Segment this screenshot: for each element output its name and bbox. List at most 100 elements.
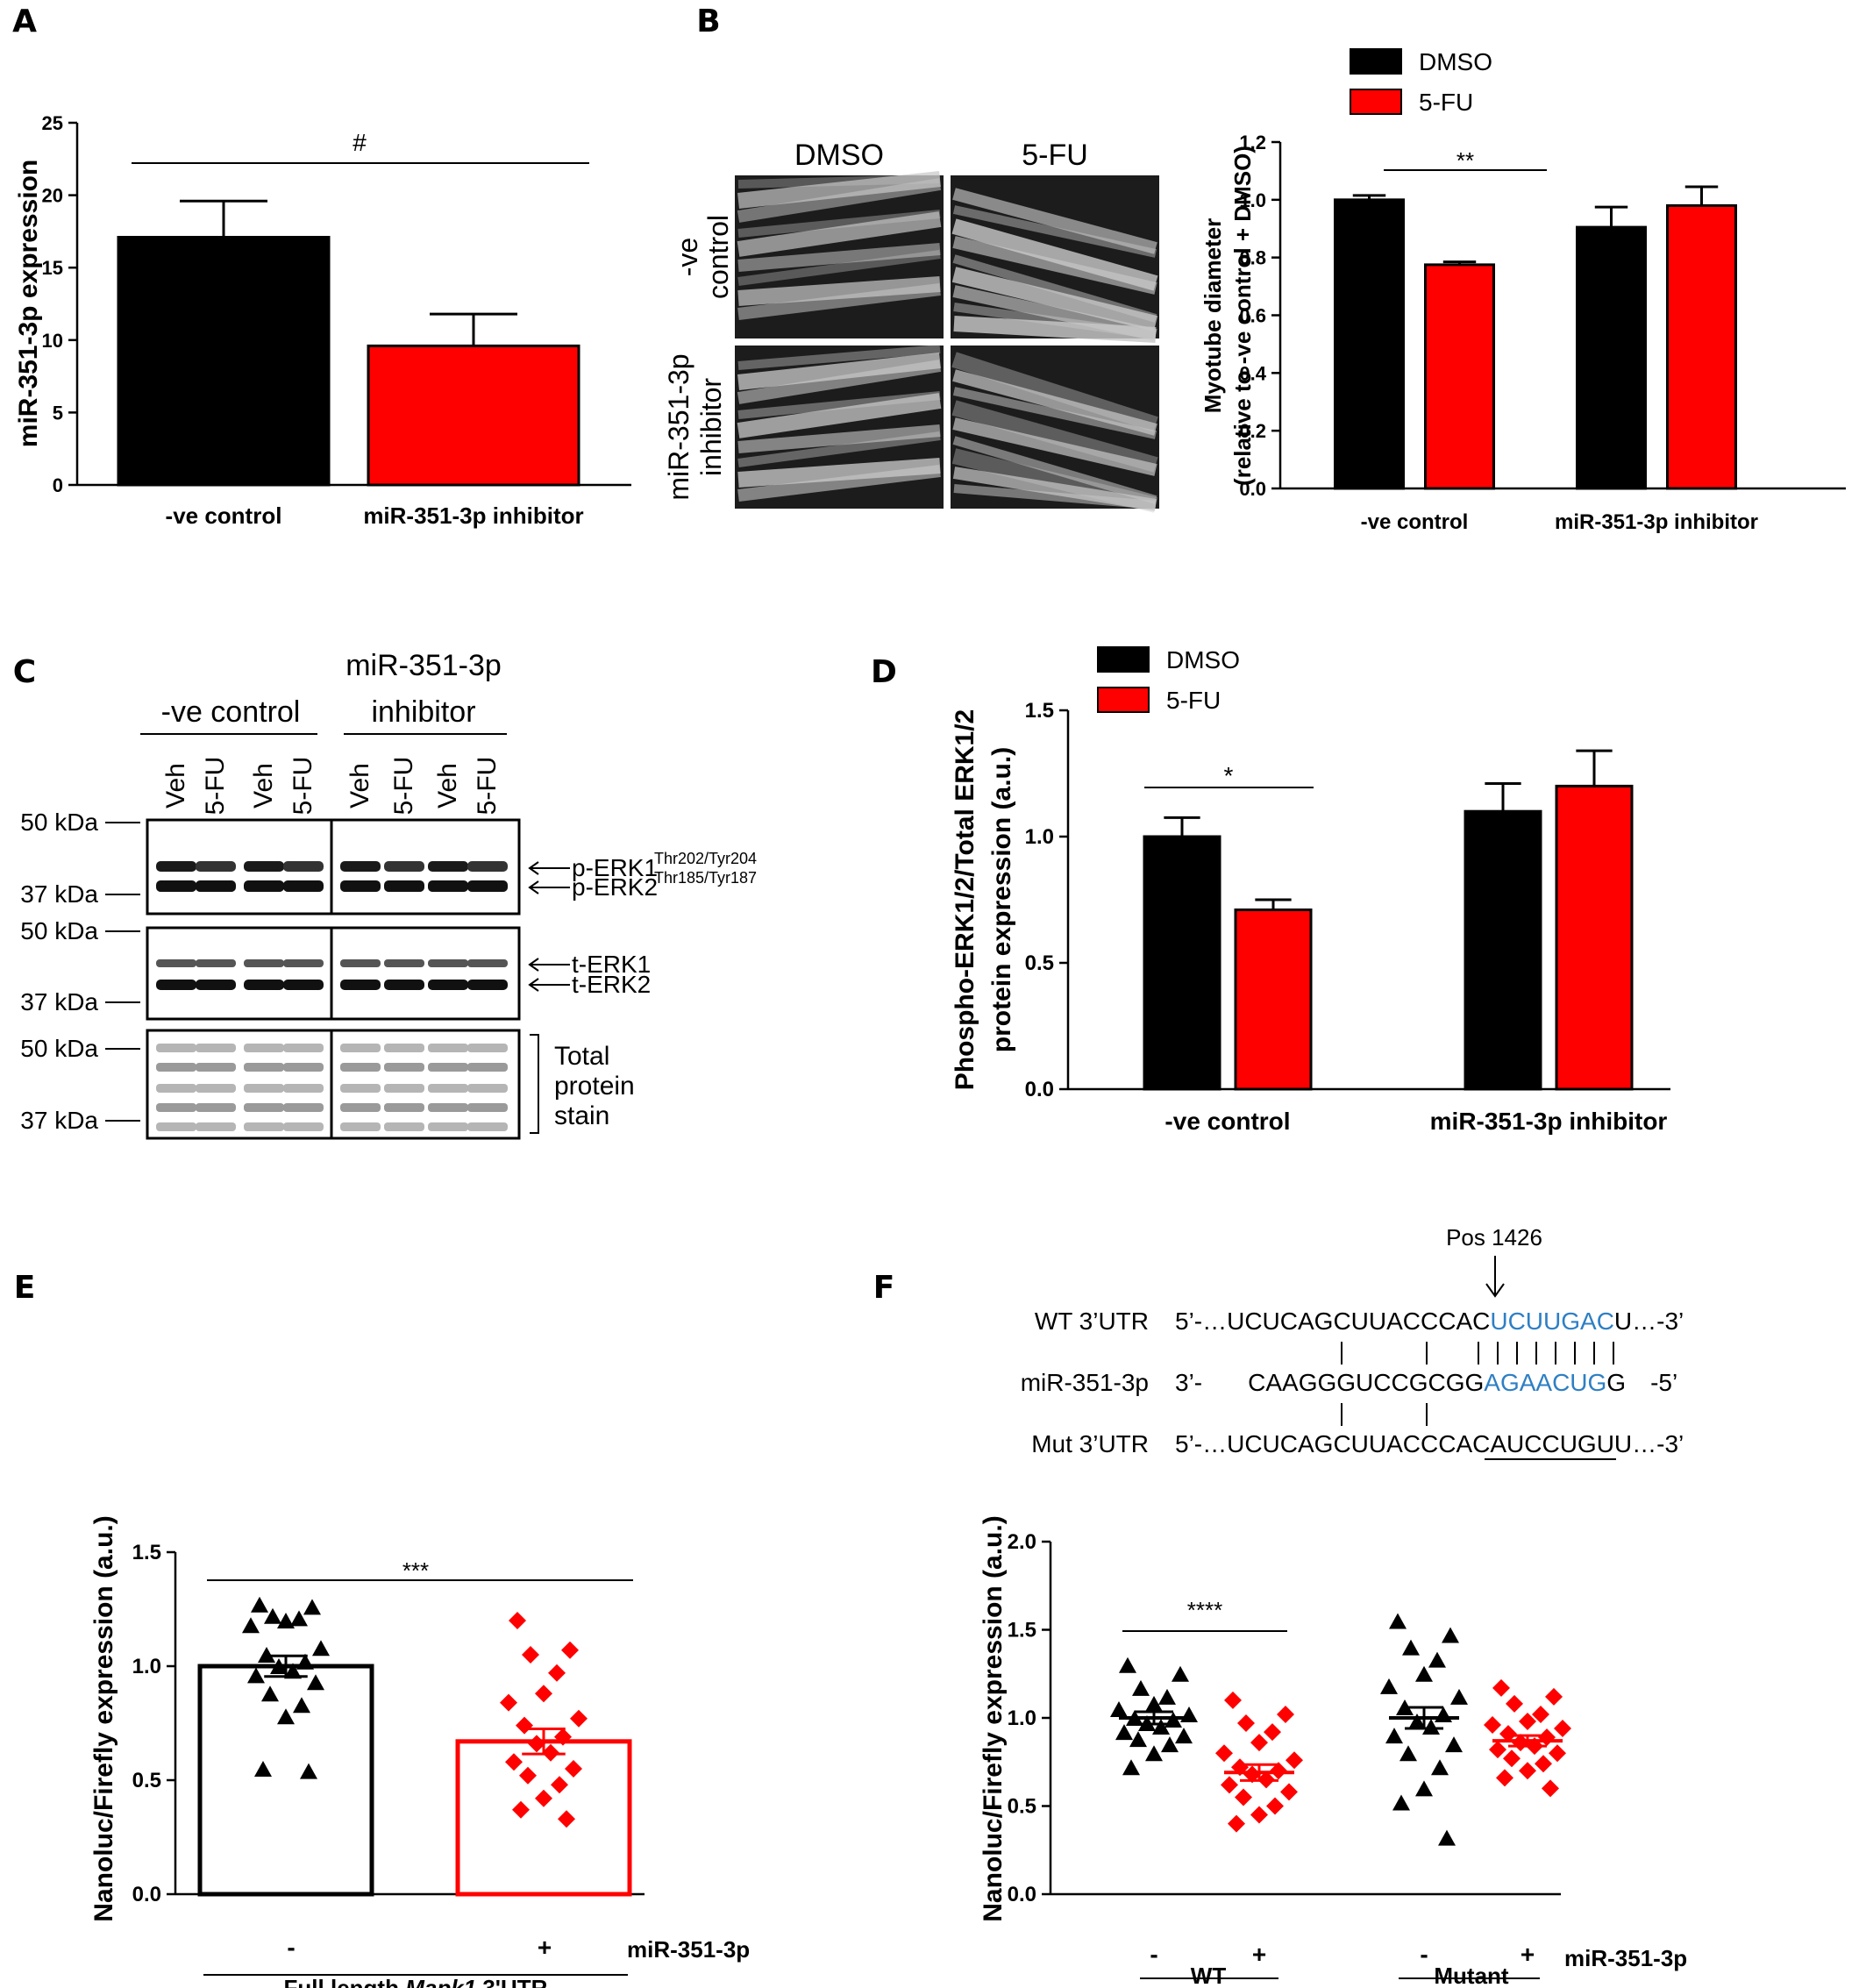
myotube-streak: [952, 387, 1157, 439]
panelF-y-tick-label: 2.0: [1008, 1530, 1036, 1554]
panelF-group-1-point: [1221, 1776, 1238, 1794]
blot-band-superscript: Thr185/Tyr187: [654, 869, 757, 887]
panelF-group-2-point: [1428, 1651, 1446, 1668]
panelF-group-3-point: [1519, 1762, 1536, 1780]
panelE-minus-point: [307, 1674, 324, 1691]
panelA-y-tick-label: 25: [42, 112, 63, 134]
panelF-group-2-point: [1400, 1745, 1417, 1762]
panelF-group-1-point: [1270, 1762, 1287, 1780]
blot-band-t-erk2: [244, 980, 284, 990]
blot-band-total-protein: [156, 1044, 196, 1052]
blot-band-t-erk1: [467, 959, 508, 967]
panelF-group-1-point: [1235, 1788, 1252, 1806]
panelE-minus-point: [303, 1599, 321, 1615]
blot-band-total-protein: [283, 1084, 324, 1093]
myotube-streak: [952, 436, 1157, 504]
panelB-image-row-label: -ve: [672, 238, 703, 276]
blot-band-total-protein: [196, 1044, 236, 1052]
panelF-group-3-point: [1549, 1744, 1566, 1763]
panel-letter-b: B: [696, 4, 720, 39]
blot-band-total-protein: [156, 1122, 196, 1131]
myotube-streak: [737, 345, 941, 370]
blot-band-p-erk1: [283, 861, 324, 872]
panelB-y-tick-label: 0.4: [1239, 362, 1266, 384]
panelF-group-3-point: [1538, 1728, 1556, 1747]
myotube-streak: [737, 276, 941, 306]
panelD-x-tick-label: -ve control: [1164, 1108, 1290, 1135]
blot-arrowhead: [528, 978, 539, 992]
blot-band-p-erk1: [467, 861, 508, 872]
blot-band-total-protein: [196, 1084, 236, 1093]
blot-band-p-erk1: [340, 861, 381, 872]
panelE-plus-point: [548, 1664, 566, 1682]
panelE-plus-point: [522, 1646, 539, 1664]
blot-arrowhead: [528, 880, 539, 894]
panelF-group-1-point: [1228, 1814, 1245, 1833]
panelE-plus-point: [509, 1612, 526, 1629]
blot-band-t-erk1: [340, 959, 381, 967]
panelF-group-1-point: [1237, 1714, 1255, 1733]
panelE-x-extra-label: miR-351-3p: [627, 1936, 750, 1963]
panelB-y-tick-label: 1.2: [1239, 132, 1266, 153]
panelF-group-3-point: [1506, 1694, 1523, 1713]
blot-band-total-protein: [384, 1122, 424, 1131]
panelE-minus-point: [300, 1763, 317, 1779]
panelD-y-tick-label: 1.0: [1025, 825, 1054, 849]
panelD-bar-dmso-0: [1143, 835, 1221, 1091]
panelF-group-2-point: [1389, 1613, 1407, 1629]
blot-band-t-erk2: [156, 980, 196, 990]
blot-band-p-erk1: [428, 861, 468, 872]
panelF-group-0-point: [1129, 1731, 1147, 1748]
panelF-position-label: Pos 1426: [1446, 1224, 1542, 1251]
panelF-group-0-point: [1158, 1688, 1176, 1705]
panelE-plus-point: [516, 1716, 533, 1735]
panelE-plus-point: [500, 1693, 517, 1712]
blot-lane-label: Veh: [345, 763, 374, 809]
panelE-y-label: Nanoluc/Firefly expression (a.u.): [89, 1515, 118, 1921]
blot-band-total-protein: [428, 1044, 468, 1052]
blot-band-t-erk1: [196, 959, 236, 967]
blot-mw-label: 50 kDa: [20, 809, 98, 836]
panelB-x-tick-label: miR-351-3p inhibitor: [1555, 510, 1758, 534]
panelB-bar-dmso-0: [1334, 198, 1405, 490]
blot-band-p-erk2: [384, 880, 424, 892]
panelF-group-3-point: [1499, 1725, 1517, 1743]
panelF-group-2-point: [1408, 1714, 1426, 1730]
myotube-streak: [951, 400, 1158, 473]
blot-band-total-protein: [384, 1044, 424, 1052]
blot-group-label: miR-351-3p: [345, 649, 502, 682]
panelF-group-2-point: [1415, 1665, 1433, 1682]
panelB-y-label: (relative to -ve control + DMSO): [1229, 146, 1256, 486]
blot-band-t-erk1: [428, 959, 468, 967]
panelE-plus-point: [535, 1789, 552, 1807]
myotube-streak: [952, 188, 1157, 254]
panelF-group-3-point: [1519, 1713, 1536, 1731]
blot-band-total-protein: [428, 1122, 468, 1131]
myotube-streak: [737, 210, 941, 238]
panelE-y-tick-label: 1.5: [132, 1541, 161, 1564]
panelB-y-label: Myotube diameter: [1200, 218, 1226, 414]
panelB-x-tick-label: -ve control: [1361, 510, 1469, 534]
panelD-y-label: protein expression (a.u.): [987, 747, 1016, 1052]
panelF-mut-utr-label: Mut 3’UTR: [1031, 1430, 1149, 1457]
blot-band-total-protein: [428, 1084, 468, 1093]
panelE-plus-point: [519, 1766, 537, 1785]
blot-band-total-protein: [196, 1063, 236, 1072]
panelF-x-tick-label: +: [1252, 1941, 1266, 1968]
panel-letter-c: C: [13, 654, 36, 690]
panelF-group-2-point: [1442, 1627, 1459, 1643]
blot-band-t-erk2: [196, 980, 236, 990]
panelA-significance: #: [353, 129, 367, 156]
panelD-significance: *: [1224, 762, 1234, 789]
myotube-streak: [737, 424, 941, 453]
panelE-minus-point: [277, 1708, 295, 1725]
panelE-plus-point: [505, 1753, 523, 1771]
panelD-y-tick-label: 1.5: [1025, 699, 1054, 723]
panelE-x-tick-label: -: [287, 1934, 295, 1961]
panelF-group-0-point: [1122, 1759, 1140, 1776]
panelF-group-0-point: [1172, 1665, 1189, 1682]
blot-band-total-protein: [156, 1084, 196, 1093]
blot-band-t-erk2: [283, 980, 324, 990]
panelE-bar-plus: [455, 1739, 632, 1897]
panelE-minus-point: [312, 1640, 330, 1657]
